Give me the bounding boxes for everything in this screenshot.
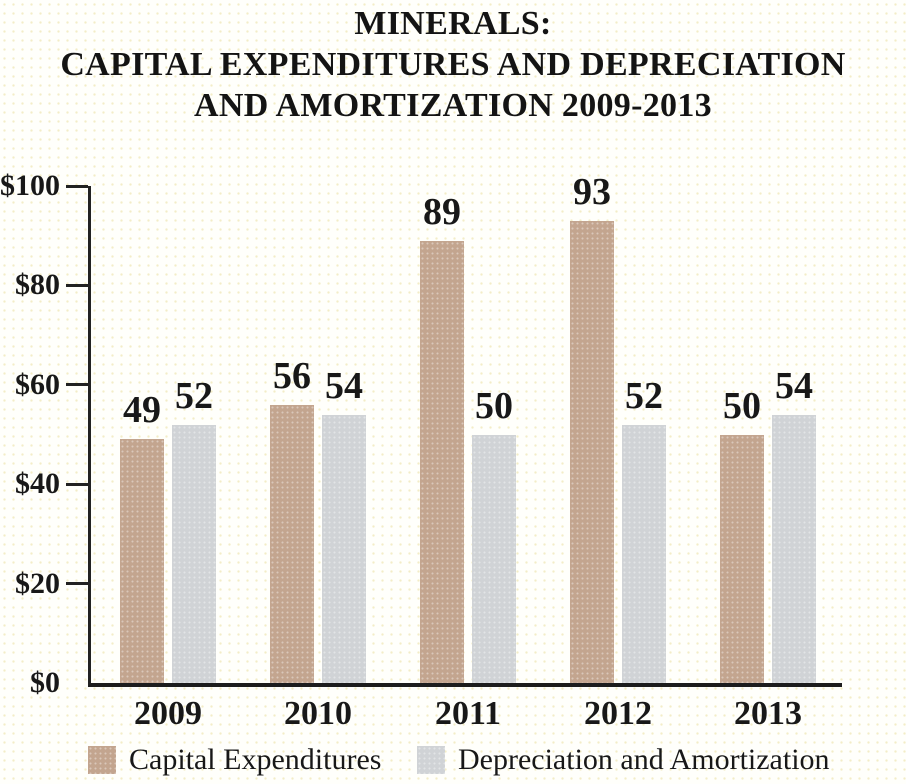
value-label-capital-expenditures-2011: 89 — [423, 190, 461, 233]
legend-swatch-capital-expenditures — [88, 746, 116, 774]
plot-area: 49 52 2009 56 54 2010 89 50 2011 93 52 2012 50 54 2013 — [66, 173, 842, 731]
y-axis-tick-20 — [66, 582, 88, 586]
bar-depreciation-and-amortization-2013 — [772, 414, 816, 683]
bar-depreciation-and-amortization-2012 — [622, 424, 666, 683]
bar-capital-expenditures-2011 — [420, 240, 464, 683]
x-axis-label-2010: 2010 — [284, 695, 352, 732]
bar-depreciation-and-amortization-2010 — [322, 414, 366, 683]
x-axis-label-2012: 2012 — [584, 695, 652, 732]
value-label-capital-expenditures-2010: 56 — [273, 354, 311, 397]
y-axis-label-20: $20 — [15, 566, 60, 600]
bar-capital-expenditures-2010 — [270, 404, 314, 683]
x-axis-label-2009: 2009 — [134, 695, 202, 732]
value-label-depreciation-and-amortization-2012: 52 — [625, 374, 663, 417]
value-label-depreciation-and-amortization-2010: 54 — [325, 364, 363, 407]
y-axis-label-0: $0 — [30, 666, 60, 699]
y-axis-label-40: $40 — [15, 467, 60, 501]
chart-title-line1: MINERALS: — [354, 5, 552, 42]
y-axis-tick-60 — [66, 383, 88, 387]
bar-depreciation-and-amortization-2009 — [172, 424, 216, 683]
legend-label-depreciation-amortization: Depreciation and Amortization — [458, 743, 830, 776]
y-axis-tick-100 — [66, 184, 88, 188]
chart-title-line2: CAPITAL EXPENDITURES AND DEPRECIATION — [60, 46, 846, 83]
value-label-depreciation-and-amortization-2011: 50 — [475, 384, 513, 427]
y-axis-label-100: $100 — [0, 169, 60, 202]
legend-item-depreciation-amortization: Depreciation and Amortization — [417, 745, 830, 775]
bar-depreciation-and-amortization-2011 — [472, 434, 516, 683]
legend-swatch-depreciation-amortization — [417, 746, 445, 774]
y-axis-label-80: $80 — [15, 268, 60, 302]
value-label-capital-expenditures-2013: 50 — [723, 384, 761, 427]
y-axis-tick-80 — [66, 283, 88, 287]
x-axis-label-2013: 2013 — [734, 695, 802, 732]
chart-title-line3: AND AMORTIZATION 2009-2013 — [194, 87, 712, 124]
legend-label-capital-expenditures: Capital Expenditures — [129, 743, 382, 776]
value-label-depreciation-and-amortization-2013: 54 — [775, 364, 813, 407]
x-axis-label-2011: 2011 — [434, 695, 502, 732]
y-axis-tick-40 — [66, 482, 88, 486]
bar-capital-expenditures-2009 — [120, 439, 164, 683]
value-label-capital-expenditures-2012: 93 — [573, 170, 611, 213]
y-axis-label-60: $60 — [15, 367, 60, 401]
chart-title: MINERALS: CAPITAL EXPENDITURES AND DEPRE… — [0, 3, 906, 126]
bar-capital-expenditures-2013 — [720, 434, 764, 683]
legend-item-capital-expenditures: Capital Expenditures — [88, 745, 381, 775]
value-label-depreciation-and-amortization-2009: 52 — [175, 374, 213, 417]
bar-capital-expenditures-2012 — [570, 220, 614, 683]
value-label-capital-expenditures-2009: 49 — [123, 389, 161, 432]
